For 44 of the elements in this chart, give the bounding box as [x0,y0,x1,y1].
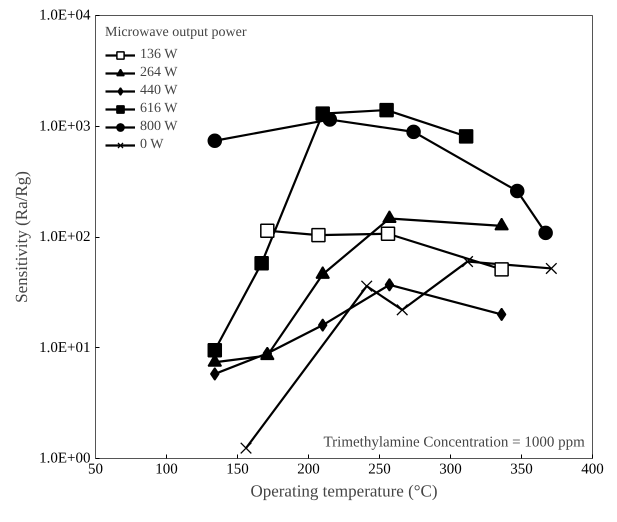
point [380,226,396,241]
point [208,133,222,148]
x-tick-label: 400 [581,462,604,478]
x-tick-label: 300 [439,462,462,478]
point [510,184,524,198]
point [360,280,373,292]
point [210,367,220,381]
legend-label: 0 W [140,136,164,154]
x-tick-label: 150 [226,462,249,478]
legend-title: Microwave output power [105,25,247,41]
x-axis-title: Operating temperature (°C) [250,482,438,500]
x-tick-label: 100 [155,462,178,478]
point [396,304,408,316]
x-tick-label: 350 [510,462,533,478]
point [311,228,326,242]
point [406,124,421,140]
y-tick-label: 1.0E+02 [39,229,91,245]
point [240,442,252,454]
point [318,318,328,332]
point [384,278,394,292]
x-tick-label: 50 [88,462,103,478]
point [208,342,222,358]
point [538,226,553,240]
legend-label: 616 W [140,100,178,118]
legend-label: 440 W [140,82,178,100]
point [379,102,394,118]
point [496,308,506,322]
point [315,106,330,121]
point [254,256,269,270]
x-tick-label: 200 [297,462,320,478]
y-tick-label: 1.0E+03 [39,118,91,134]
x-tick-label: 250 [368,462,391,478]
legend-label: 136 W [140,46,178,64]
y-tick-label: 1.0E+04 [39,8,91,24]
point [260,223,275,238]
point [494,262,509,277]
y-tick-label: 1.0E+01 [39,340,91,356]
point [458,129,474,144]
point [462,256,474,268]
legend-label: 264 W [140,64,178,82]
legend-label: 800 W [140,118,178,136]
annotation: Trimethylamine Concentration = 1000 ppm [324,434,586,450]
y-axis-title: Sensitivity (Ra/Rg) [12,171,32,303]
point [545,262,558,274]
